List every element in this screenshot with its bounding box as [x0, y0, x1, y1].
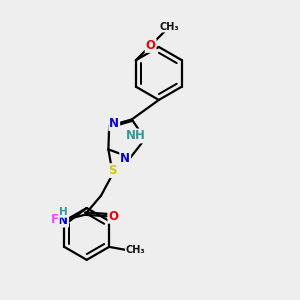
Text: N: N — [120, 152, 130, 165]
Text: F: F — [51, 213, 59, 226]
Text: N: N — [58, 214, 68, 226]
Text: O: O — [108, 210, 118, 223]
Text: S: S — [108, 164, 116, 177]
Text: NH: NH — [126, 130, 146, 142]
Text: CH₃: CH₃ — [160, 22, 179, 32]
Text: H: H — [59, 207, 68, 217]
Text: O: O — [146, 39, 156, 52]
Text: CH₃: CH₃ — [126, 245, 146, 255]
Text: N: N — [109, 117, 119, 130]
